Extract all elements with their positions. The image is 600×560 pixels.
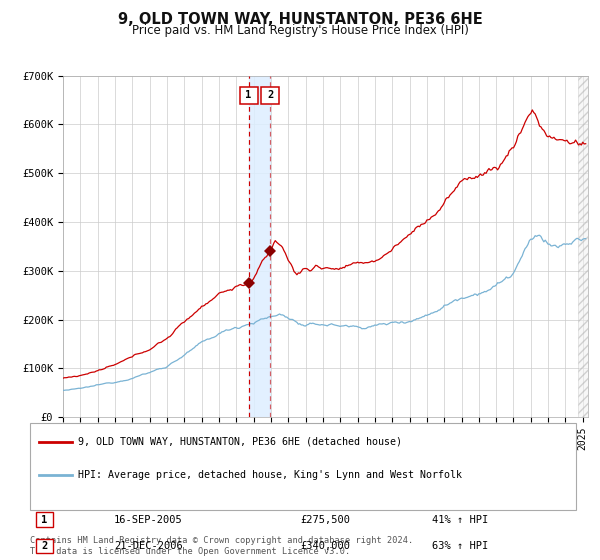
Text: 2: 2: [267, 90, 274, 100]
Text: Price paid vs. HM Land Registry's House Price Index (HPI): Price paid vs. HM Land Registry's House …: [131, 24, 469, 38]
Text: HPI: Average price, detached house, King's Lynn and West Norfolk: HPI: Average price, detached house, King…: [78, 470, 462, 480]
Text: 63% ↑ HPI: 63% ↑ HPI: [432, 541, 488, 551]
Text: 41% ↑ HPI: 41% ↑ HPI: [432, 515, 488, 525]
Text: 2: 2: [41, 541, 47, 551]
Text: 16-SEP-2005: 16-SEP-2005: [114, 515, 183, 525]
Text: 1: 1: [41, 515, 47, 525]
Text: Contains HM Land Registry data © Crown copyright and database right 2024.
This d: Contains HM Land Registry data © Crown c…: [30, 536, 413, 556]
Bar: [248, 76, 271, 417]
Text: £275,500: £275,500: [300, 515, 350, 525]
Text: £340,000: £340,000: [300, 541, 350, 551]
Text: 1: 1: [245, 90, 251, 100]
Text: 21-DEC-2006: 21-DEC-2006: [114, 541, 183, 551]
Text: 9, OLD TOWN WAY, HUNSTANTON, PE36 6HE (detached house): 9, OLD TOWN WAY, HUNSTANTON, PE36 6HE (d…: [78, 437, 402, 447]
Text: 9, OLD TOWN WAY, HUNSTANTON, PE36 6HE: 9, OLD TOWN WAY, HUNSTANTON, PE36 6HE: [118, 12, 482, 27]
